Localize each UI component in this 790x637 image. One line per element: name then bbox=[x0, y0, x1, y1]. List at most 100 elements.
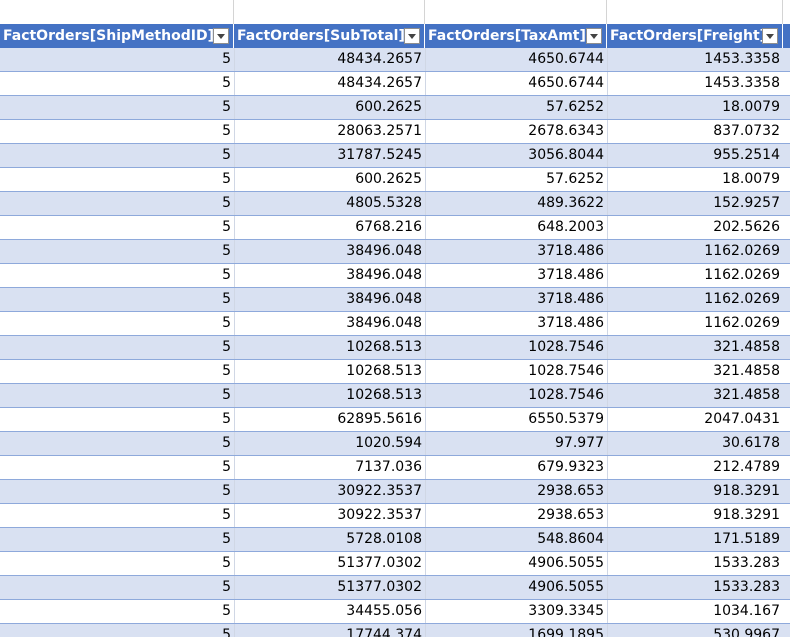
column-header-taxamt[interactable]: FactOrders[TaxAmt] bbox=[425, 24, 607, 48]
cell-freight[interactable]: 202.5626 bbox=[607, 216, 783, 239]
cell-taxamt[interactable]: 679.9323 bbox=[425, 456, 607, 479]
cell-freight[interactable]: 1034.167 bbox=[607, 600, 783, 623]
cell-freight[interactable]: 321.4858 bbox=[607, 384, 783, 407]
cell-freight[interactable]: 1533.283 bbox=[607, 552, 783, 575]
cell-freight[interactable]: 321.4858 bbox=[607, 360, 783, 383]
cell-freight[interactable]: 918.3291 bbox=[607, 480, 783, 503]
cell-next-column-cutoff[interactable] bbox=[783, 168, 790, 191]
filter-dropdown-icon[interactable] bbox=[586, 28, 602, 44]
cell-subtotal[interactable]: 10268.513 bbox=[234, 360, 425, 383]
cell-next-column-cutoff[interactable] bbox=[783, 264, 790, 287]
cell-next-column-cutoff[interactable] bbox=[783, 96, 790, 119]
cell-taxamt[interactable]: 489.3622 bbox=[425, 192, 607, 215]
cell-freight[interactable]: 2047.0431 bbox=[607, 408, 783, 431]
cell-shipmethodid[interactable]: 5 bbox=[222, 339, 231, 355]
cell-freight[interactable]: 30.6178 bbox=[607, 432, 783, 455]
cell-freight[interactable]: 321.4858 bbox=[607, 336, 783, 359]
cell-freight[interactable]: 1453.3358 bbox=[607, 72, 783, 95]
cell-next-column-cutoff[interactable] bbox=[783, 504, 790, 527]
cell-shipmethodid[interactable]: 5 bbox=[222, 171, 231, 187]
cell-taxamt[interactable]: 3056.8044 bbox=[425, 144, 607, 167]
cell-taxamt[interactable]: 57.6252 bbox=[425, 168, 607, 191]
cell-shipmethodid[interactable]: 5 bbox=[222, 507, 231, 523]
cell-freight[interactable]: 18.0079 bbox=[607, 168, 783, 191]
cell-next-column-cutoff[interactable] bbox=[783, 336, 790, 359]
cell-taxamt[interactable]: 4906.5055 bbox=[425, 552, 607, 575]
cell-freight[interactable]: 1533.283 bbox=[607, 576, 783, 599]
column-header-shipmethodid[interactable]: FactOrders[ShipMethodID] bbox=[0, 24, 234, 48]
cell-taxamt[interactable]: 3309.3345 bbox=[425, 600, 607, 623]
cell-taxamt[interactable]: 3718.486 bbox=[425, 288, 607, 311]
cell-taxamt[interactable]: 3718.486 bbox=[425, 240, 607, 263]
cell-next-column-cutoff[interactable] bbox=[783, 408, 790, 431]
cell-taxamt[interactable]: 1028.7546 bbox=[425, 336, 607, 359]
cell-next-column-cutoff[interactable] bbox=[783, 360, 790, 383]
cell-taxamt[interactable]: 57.6252 bbox=[425, 96, 607, 119]
cell-taxamt[interactable]: 4650.6744 bbox=[425, 72, 607, 95]
cell-freight[interactable]: 18.0079 bbox=[607, 96, 783, 119]
cell-next-column-cutoff[interactable] bbox=[783, 72, 790, 95]
cell-next-column-cutoff[interactable] bbox=[783, 576, 790, 599]
cell-taxamt[interactable]: 4650.6744 bbox=[425, 48, 607, 71]
cell-subtotal[interactable]: 31787.5245 bbox=[234, 144, 425, 167]
cell-subtotal[interactable]: 28063.2571 bbox=[234, 120, 425, 143]
cell-next-column-cutoff[interactable] bbox=[783, 624, 790, 637]
cell-taxamt[interactable]: 2938.653 bbox=[425, 504, 607, 527]
cell-shipmethodid[interactable]: 5 bbox=[222, 579, 231, 595]
empty-row-above-table[interactable] bbox=[0, 0, 790, 24]
cell-shipmethodid[interactable]: 5 bbox=[222, 603, 231, 619]
cell-next-column-cutoff[interactable] bbox=[783, 48, 790, 71]
cell-subtotal[interactable]: 51377.0302 bbox=[234, 552, 425, 575]
cell-freight[interactable]: 1162.0269 bbox=[607, 312, 783, 335]
cell-next-column-cutoff[interactable] bbox=[783, 384, 790, 407]
cell-freight[interactable]: 1162.0269 bbox=[607, 240, 783, 263]
cell-shipmethodid[interactable]: 5 bbox=[222, 195, 231, 211]
cell-taxamt[interactable]: 6550.5379 bbox=[425, 408, 607, 431]
cell-subtotal[interactable]: 51377.0302 bbox=[234, 576, 425, 599]
cell-subtotal[interactable]: 48434.2657 bbox=[234, 72, 425, 95]
cell-next-column-cutoff[interactable] bbox=[783, 216, 790, 239]
cell-freight[interactable]: 837.0732 bbox=[607, 120, 783, 143]
cell-freight[interactable]: 1162.0269 bbox=[607, 288, 783, 311]
cell-next-column-cutoff[interactable] bbox=[783, 480, 790, 503]
cell-next-column-cutoff[interactable] bbox=[783, 120, 790, 143]
cell-next-column-cutoff[interactable] bbox=[783, 144, 790, 167]
cell-shipmethodid[interactable]: 5 bbox=[222, 99, 231, 115]
cell-shipmethodid[interactable]: 5 bbox=[222, 363, 231, 379]
cell-shipmethodid[interactable]: 5 bbox=[222, 315, 231, 331]
cell-next-column-cutoff[interactable] bbox=[783, 288, 790, 311]
cell-shipmethodid[interactable]: 5 bbox=[222, 435, 231, 451]
cell-freight[interactable]: 152.9257 bbox=[607, 192, 783, 215]
cell-subtotal[interactable]: 10268.513 bbox=[234, 336, 425, 359]
cell-subtotal[interactable]: 6768.216 bbox=[234, 216, 425, 239]
cell-taxamt[interactable]: 97.977 bbox=[425, 432, 607, 455]
cell-subtotal[interactable]: 30922.3537 bbox=[234, 480, 425, 503]
filter-dropdown-icon[interactable] bbox=[404, 28, 420, 44]
cell-subtotal[interactable]: 38496.048 bbox=[234, 288, 425, 311]
cell-subtotal[interactable]: 7137.036 bbox=[234, 456, 425, 479]
cell-subtotal[interactable]: 38496.048 bbox=[234, 312, 425, 335]
cell-shipmethodid[interactable]: 5 bbox=[222, 411, 231, 427]
cell-freight[interactable]: 918.3291 bbox=[607, 504, 783, 527]
cell-shipmethodid[interactable]: 5 bbox=[222, 459, 231, 475]
cell-shipmethodid[interactable]: 5 bbox=[222, 387, 231, 403]
cell-shipmethodid[interactable]: 5 bbox=[222, 555, 231, 571]
cell-subtotal[interactable]: 62895.5616 bbox=[234, 408, 425, 431]
cell-subtotal[interactable]: 1020.594 bbox=[234, 432, 425, 455]
cell-freight[interactable]: 171.5189 bbox=[607, 528, 783, 551]
cell-freight[interactable]: 1162.0269 bbox=[607, 264, 783, 287]
cell-subtotal[interactable]: 38496.048 bbox=[234, 240, 425, 263]
cell-taxamt[interactable]: 3718.486 bbox=[425, 264, 607, 287]
cell-subtotal[interactable]: 600.2625 bbox=[234, 96, 425, 119]
cell-next-column-cutoff[interactable] bbox=[783, 528, 790, 551]
cell-taxamt[interactable]: 2938.653 bbox=[425, 480, 607, 503]
cell-shipmethodid[interactable]: 5 bbox=[222, 531, 231, 547]
cell-freight[interactable]: 212.4789 bbox=[607, 456, 783, 479]
cell-next-column-cutoff[interactable] bbox=[783, 432, 790, 455]
cell-freight[interactable]: 530.9967 bbox=[607, 624, 783, 637]
cell-next-column-cutoff[interactable] bbox=[783, 552, 790, 575]
column-header-freight[interactable]: FactOrders[Freight] bbox=[607, 24, 783, 48]
cell-subtotal[interactable]: 4805.5328 bbox=[234, 192, 425, 215]
cell-taxamt[interactable]: 648.2003 bbox=[425, 216, 607, 239]
cell-taxamt[interactable]: 1699.1895 bbox=[425, 624, 607, 637]
